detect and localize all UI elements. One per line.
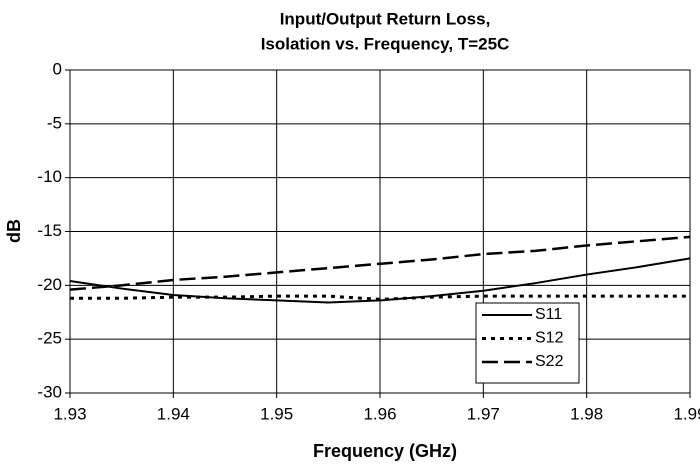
y-tick-label: -5 [47, 113, 62, 132]
x-tick-label: 1.95 [260, 404, 293, 423]
chart-title: Isolation vs. Frequency, T=25C [261, 34, 510, 53]
legend-label: S11 [535, 306, 562, 323]
x-axis-label: Frequency (GHz) [313, 441, 457, 461]
y-tick-label: -20 [37, 275, 62, 294]
legend-label: S12 [535, 330, 564, 347]
x-tick-label: 1.93 [53, 404, 86, 423]
series-line [70, 294, 690, 301]
y-tick-label: -30 [37, 382, 62, 401]
plot-border [69, 69, 691, 394]
legend-box [475, 302, 580, 384]
y-tick-label: 0 [53, 59, 62, 78]
x-tick-label: 1.96 [363, 404, 396, 423]
x-tick-label: 1.98 [570, 404, 603, 423]
x-tick-label: 1.99 [673, 404, 700, 423]
chart-title: Input/Output Return Loss, [280, 9, 491, 28]
y-tick-label: -10 [37, 167, 62, 186]
x-tick-label: 1.97 [467, 404, 500, 423]
y-tick-label: -25 [37, 329, 62, 348]
y-axis-label: dB [4, 219, 24, 243]
y-tick-label: -15 [37, 221, 62, 240]
legend-label: S22 [535, 353, 564, 370]
series-line [69, 257, 691, 304]
series-line [69, 235, 691, 291]
x-tick-label: 1.94 [157, 404, 190, 423]
